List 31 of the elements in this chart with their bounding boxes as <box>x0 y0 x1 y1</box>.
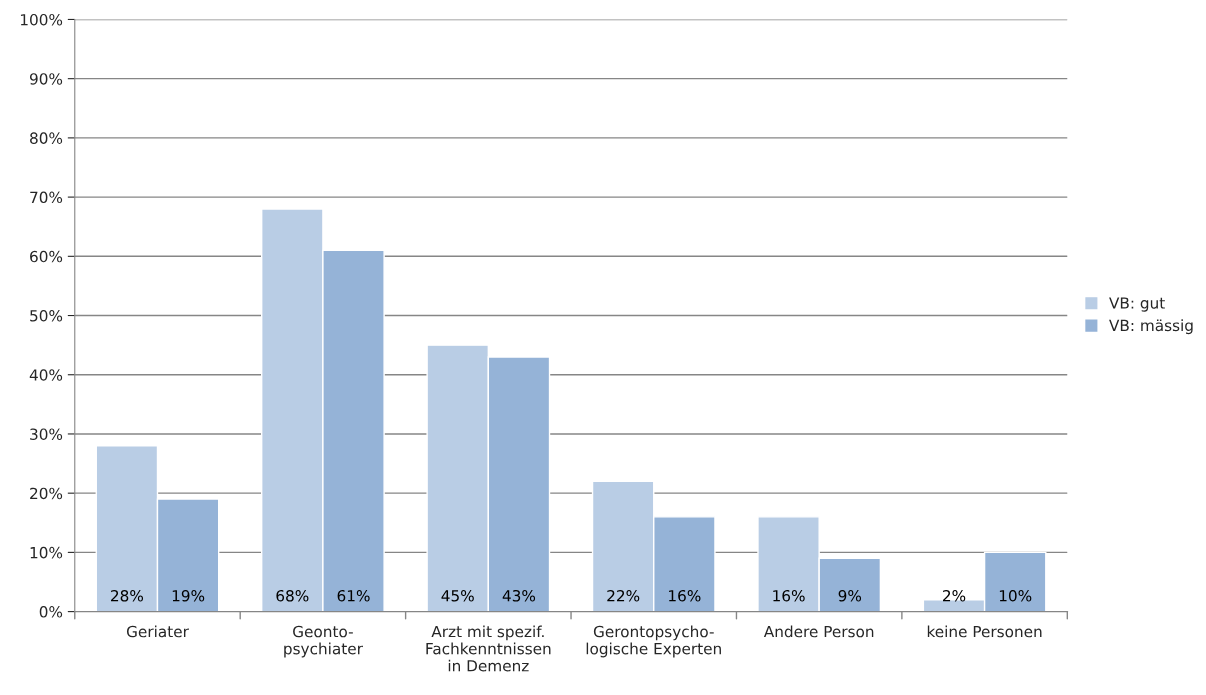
y-tick-label: 50% <box>30 310 63 322</box>
y-tick-label: 10% <box>30 546 63 559</box>
data-label: 10% <box>999 589 1032 602</box>
legend-label: VB: gut <box>1109 297 1165 312</box>
y-tick-label: 60% <box>30 250 63 263</box>
data-label: 61% <box>337 589 370 602</box>
x-tick-label: Arzt mit spezif. Fachkenntnissen in Demenz <box>426 625 551 672</box>
data-label: 9% <box>838 589 862 602</box>
data-label: 68% <box>276 589 309 602</box>
y-tick-label: 30% <box>30 428 63 440</box>
y-tick-label: 80% <box>30 132 63 144</box>
data-label: 16% <box>773 589 805 602</box>
data-label: 22% <box>607 589 640 602</box>
y-tick-label: 0% <box>39 606 63 618</box>
y-tick-label: 100% <box>20 13 63 26</box>
y-tick-label: 20% <box>30 487 63 500</box>
data-label: 19% <box>172 589 205 602</box>
y-tick-label: 40% <box>29 369 63 381</box>
x-tick-label: keine Personen <box>927 625 1042 638</box>
legend-label: VB: mässig <box>1109 319 1193 335</box>
x-tick-label: Geriater <box>126 625 189 638</box>
data-label: 45% <box>441 589 474 602</box>
y-tick-label: 70% <box>30 191 63 204</box>
x-tick-label: Andere Person <box>763 625 874 638</box>
data-label: 43% <box>502 589 536 602</box>
data-label: 28% <box>111 589 144 602</box>
data-label: 16% <box>669 589 701 602</box>
y-tick-label: 90% <box>29 73 63 85</box>
x-tick-label: Gerontopsycho- logische Experten <box>586 625 721 658</box>
x-tick-label: Geonto- psychiater <box>284 625 363 658</box>
data-label: 2% <box>943 589 966 602</box>
